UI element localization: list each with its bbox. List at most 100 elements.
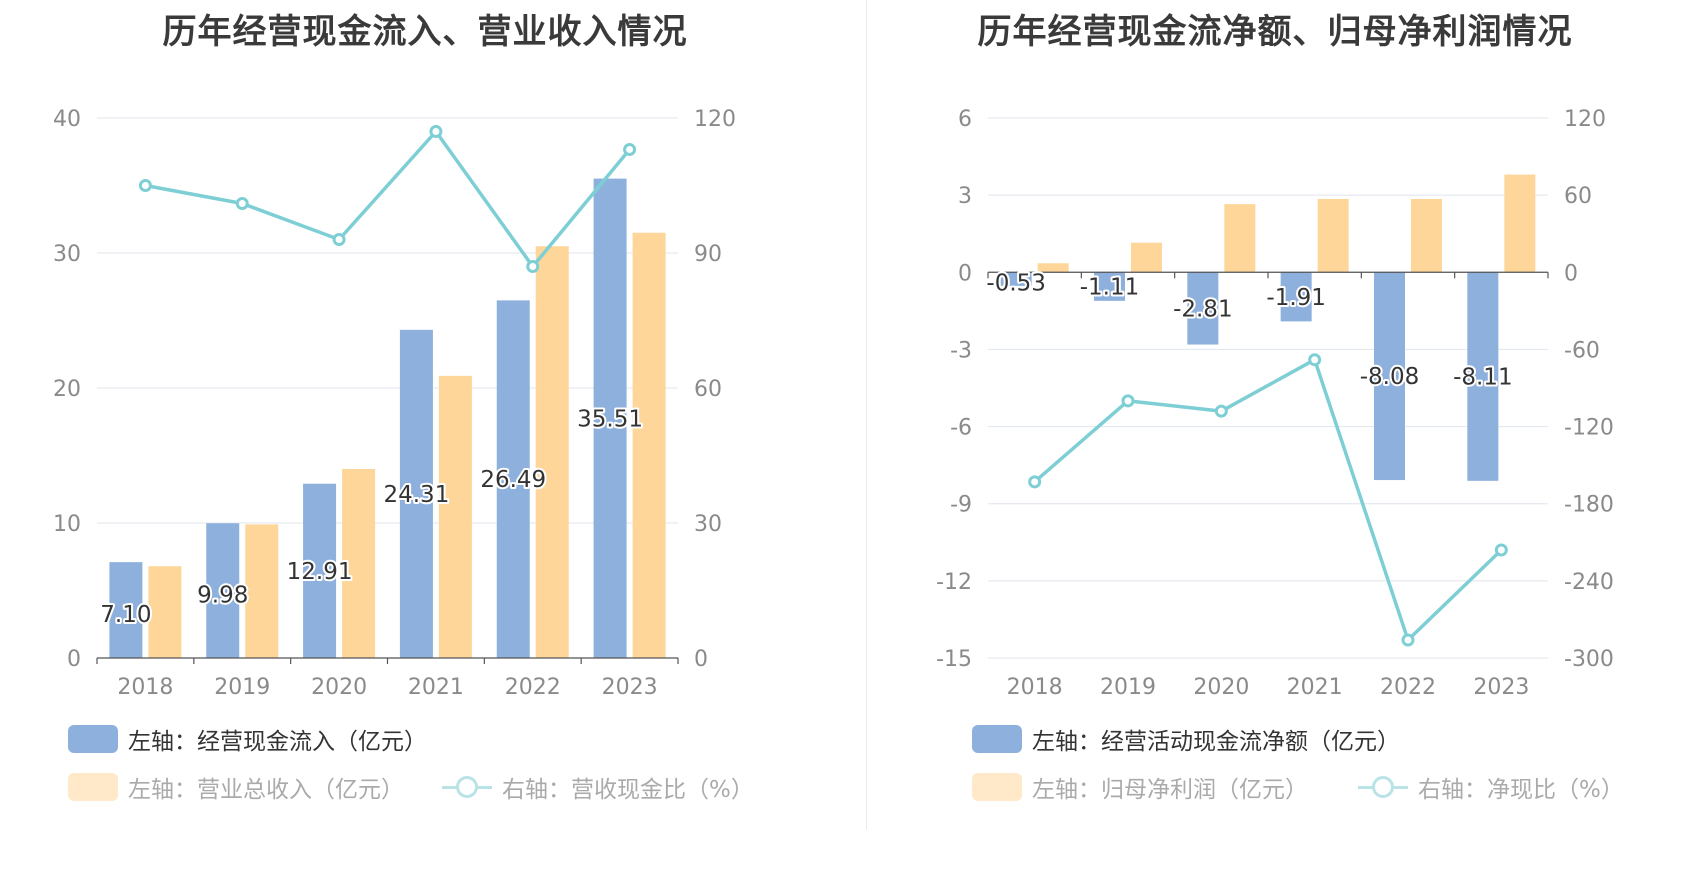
- x-axis-label: 2020: [311, 675, 367, 700]
- data-label: 7.10: [100, 602, 151, 628]
- left-axis-tick: 3: [958, 184, 972, 209]
- right-chart-group: -15 -12 -9 -6 -3 0 3 6 -300 -240 -180 -120 -60 0 60 120…: [936, 107, 1614, 700]
- bar-secondary-4: [1411, 199, 1442, 273]
- bar-5: [593, 178, 627, 659]
- right-axis-tick: -240: [1564, 570, 1614, 595]
- ratio-point: [1308, 353, 1322, 367]
- left-axis-tick: -15: [936, 647, 972, 672]
- bar-secondary-5: [632, 232, 666, 658]
- right-legend-net-cashflow[interactable]: 左轴：经营活动现金流净额（亿元）: [972, 724, 1400, 755]
- right-axis-tick: -120: [1564, 416, 1614, 441]
- right-axis-tick: 120: [1564, 107, 1606, 132]
- x-axis-label: 2023: [602, 675, 658, 700]
- left-axis-tick: 30: [53, 242, 81, 267]
- left-axis-tick: -3: [950, 338, 972, 363]
- right-axis-tick: -60: [1564, 338, 1600, 363]
- bar-2: [303, 483, 337, 658]
- data-label: 24.31: [383, 482, 449, 508]
- right-chart-plot: -15 -12 -9 -6 -3 0 3 6 -300 -240 -180 -120 -60 0 60 120…: [936, 107, 1614, 700]
- ratio-point: [429, 125, 443, 138]
- legend-swatch-orange: [68, 773, 118, 801]
- right-axis-tick: 90: [694, 242, 722, 267]
- x-axis-label: 2021: [1287, 675, 1343, 700]
- ratio-line: [145, 128, 631, 270]
- legend-label: 右轴：净现比（%）: [1418, 777, 1624, 803]
- bar-secondary-4: [535, 246, 569, 658]
- data-label: 12.91: [287, 559, 353, 585]
- legend-label: 左轴：归母净利润（亿元）: [1032, 777, 1308, 803]
- left-axis-tick: 6: [958, 107, 972, 132]
- right-axis-tick: -180: [1564, 493, 1614, 518]
- data-label: -1.11: [1080, 275, 1140, 301]
- right-axis-tick: 120: [694, 107, 736, 132]
- bar-secondary-3: [438, 375, 472, 658]
- left-axis-tick: 0: [958, 261, 972, 286]
- right-axis-tick: 60: [694, 377, 722, 402]
- legend-label: 左轴：经营现金流入（亿元）: [128, 729, 427, 755]
- ratio-point: [623, 143, 637, 156]
- left-axis-tick: 10: [53, 512, 81, 537]
- bar-5: [1467, 272, 1499, 481]
- legend-swatch-blue: [68, 725, 118, 753]
- bar-secondary-2: [342, 469, 376, 658]
- x-axis-label: 2019: [214, 675, 270, 700]
- left-legend-cash-inflow[interactable]: 左轴：经营现金流入（亿元）: [68, 724, 427, 755]
- data-label: -2.81: [1173, 296, 1233, 322]
- left-axis-tick: 40: [53, 107, 81, 132]
- ratio-point: [1401, 633, 1415, 647]
- right-chart-panel: 历年经营现金流净额、归母净利润情况 -15 -12 -9 -6 -3 0 3 6 -300 -24…: [850, 0, 1700, 874]
- bar-0: [109, 562, 143, 658]
- left-legend-cash-ratio[interactable]: 右轴：营收现金比（%）: [442, 772, 754, 803]
- left-chart-title: 历年经营现金流入、营业收入情况: [162, 12, 688, 52]
- ratio-point: [235, 197, 249, 210]
- legend-swatch-orange: [972, 773, 1022, 801]
- data-label: 35.51: [577, 406, 643, 432]
- left-chart-panel: 历年经营现金流入、营业收入情况 0 10 20 30 40 0 30 60 90 120 2018 2…: [53, 12, 754, 803]
- ratio-point: [138, 179, 152, 192]
- x-axis-label: 2020: [1193, 675, 1249, 700]
- x-axis-label: 2019: [1100, 675, 1156, 700]
- ratio-point: [526, 260, 540, 273]
- right-axis-tick: 0: [1564, 261, 1578, 286]
- left-axis-tick: 0: [67, 647, 81, 672]
- legend-label: 左轴：营业总收入（亿元）: [128, 777, 404, 803]
- right-axis-tick: 0: [694, 647, 708, 672]
- left-legend-revenue[interactable]: 左轴：营业总收入（亿元）: [68, 772, 404, 803]
- bar-1: [1094, 272, 1125, 301]
- x-axis-label: 2022: [505, 675, 561, 700]
- bar-3: [1280, 272, 1312, 322]
- left-axis-tick: -6: [950, 416, 972, 441]
- bar-secondary-0: [148, 566, 182, 658]
- bar-secondary-1: [1131, 242, 1162, 273]
- data-label: 26.49: [480, 467, 546, 493]
- bar-secondary-2: [1224, 204, 1256, 273]
- bar-2: [1187, 272, 1219, 345]
- left-axis-tick: -12: [936, 570, 972, 595]
- x-axis-label: 2018: [117, 675, 173, 700]
- legend-swatch-blue: [972, 725, 1022, 753]
- ratio-point: [1121, 394, 1135, 408]
- x-axis-label: 2018: [1007, 675, 1063, 700]
- left-axis-tick: -9: [950, 493, 972, 518]
- bar-1: [206, 523, 240, 658]
- ratio-line: [1033, 357, 1503, 644]
- bar-4: [496, 300, 530, 658]
- legend-label: 右轴：营收现金比（%）: [502, 777, 754, 803]
- data-label: -8.11: [1453, 365, 1513, 391]
- ratio-point: [332, 233, 346, 246]
- bar-secondary-0: [1037, 263, 1069, 273]
- right-chart-title: 历年经营现金流净额、归母净利润情况: [977, 12, 1573, 52]
- bar-secondary-3: [1317, 199, 1349, 273]
- data-label: -8.08: [1360, 364, 1420, 390]
- data-label: -1.91: [1266, 285, 1326, 311]
- data-label: 9.98: [197, 583, 248, 609]
- x-axis-label: 2023: [1473, 675, 1529, 700]
- right-axis-tick: -300: [1564, 647, 1614, 672]
- bar-0: [1000, 272, 1032, 286]
- panel-divider: [866, 0, 867, 830]
- ratio-point: [1494, 543, 1508, 557]
- right-legend-net-cash-ratio[interactable]: 右轴：净现比（%）: [1358, 772, 1624, 803]
- x-axis-label: 2021: [408, 675, 464, 700]
- right-legend-net-profit[interactable]: 左轴：归母净利润（亿元）: [972, 772, 1308, 803]
- bar-secondary-5: [1504, 174, 1536, 273]
